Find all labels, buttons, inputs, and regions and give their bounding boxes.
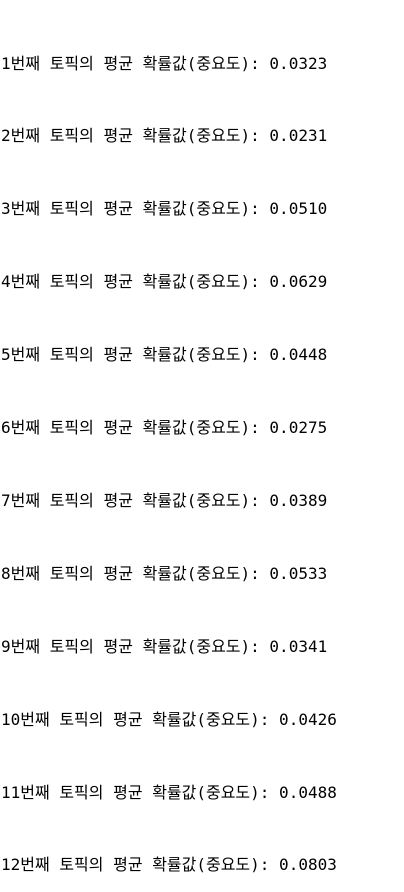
output-line: 1번째 토픽의 평균 확률값(중요도): 0.0323: [1, 53, 328, 73]
output-line: 10번째 토픽의 평균 확률값(중요도): 0.0426: [1, 709, 337, 729]
output-line: 9번째 토픽의 평균 확률값(중요도): 0.0341: [1, 636, 328, 656]
output-line: 11번째 토픽의 평균 확률값(중요도): 0.0488: [1, 782, 337, 802]
output-line: 7번째 토픽의 평균 확률값(중요도): 0.0389: [1, 490, 328, 510]
output-line: 5번째 토픽의 평균 확률값(중요도): 0.0448: [1, 345, 328, 365]
output-line: 8번째 토픽의 평균 확률값(중요도): 0.0533: [1, 563, 328, 583]
output-line: 3번째 토픽의 평균 확률값(중요도): 0.0510: [1, 199, 328, 219]
console-output: 1번째 토픽의 평균 확률값(중요도): 0.0323 2번째 토픽의 평균 확…: [1, 3, 401, 892]
output-line: 12번째 토픽의 평균 확률값(중요도): 0.0803: [1, 855, 337, 875]
output-line: 2번째 토픽의 평균 확률값(중요도): 0.0231: [1, 126, 328, 146]
output-line: 4번째 토픽의 평균 확률값(중요도): 0.0629: [1, 272, 328, 292]
output-line: 6번째 토픽의 평균 확률값(중요도): 0.0275: [1, 418, 328, 438]
